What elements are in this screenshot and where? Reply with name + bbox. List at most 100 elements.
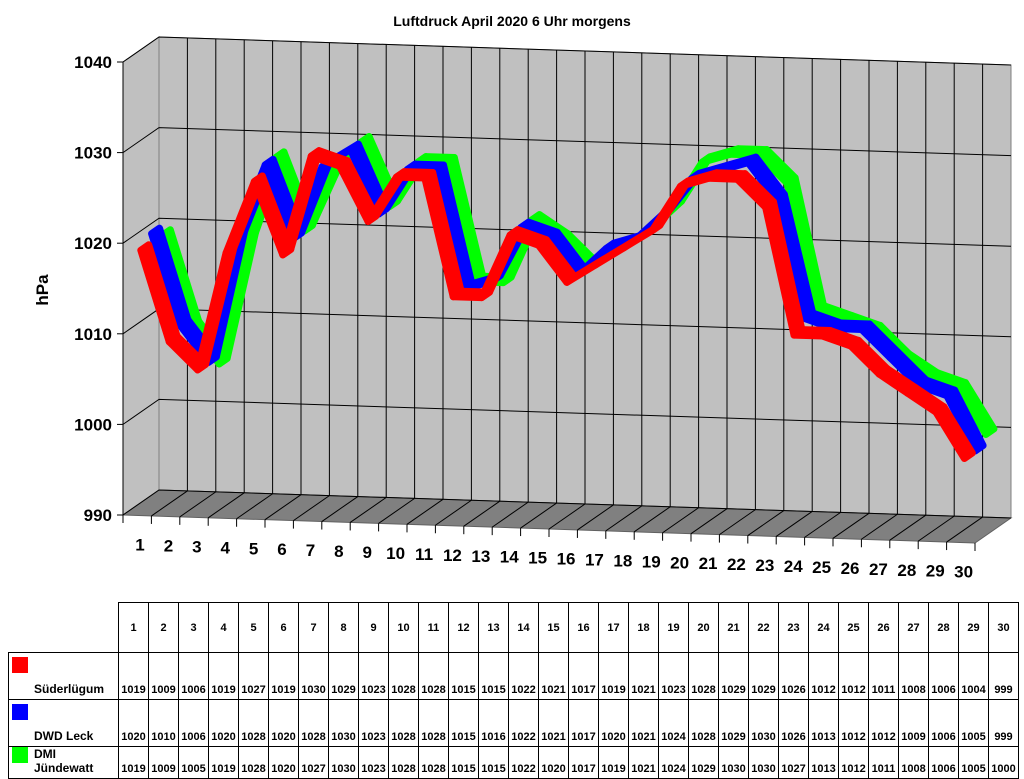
- table-header-cell: 24: [808, 602, 839, 653]
- table-cell: 1023: [358, 746, 389, 779]
- floor-gridline: [577, 504, 614, 531]
- legend-swatch: [12, 704, 28, 720]
- series-name: DWD Leck: [34, 729, 94, 743]
- table-cell: 999: [988, 652, 1019, 700]
- table-cell: 1013: [808, 746, 839, 779]
- table-cell: 1027: [298, 746, 329, 779]
- y-tick-label: 990: [84, 506, 112, 525]
- floor-gridline: [946, 516, 983, 543]
- chart: Luftdruck April 2020 6 Uhr morgens hPa 9…: [33, 13, 1013, 582]
- table-cell: 1006: [928, 652, 959, 700]
- table-header-cell: 3: [178, 602, 209, 653]
- table-cell: 1017: [568, 699, 599, 747]
- table-cell: 1020: [538, 746, 569, 779]
- table-cell: 1024: [658, 699, 689, 747]
- x-tick-label: 29: [926, 562, 945, 581]
- table-header-cell: 25: [838, 602, 869, 653]
- table-cell: 1012: [838, 652, 869, 700]
- table-cell: 1009: [148, 746, 179, 779]
- table-cell: 1030: [748, 746, 779, 779]
- table-cell: 1009: [148, 652, 179, 700]
- table-cell: 1010: [148, 699, 179, 747]
- table-cell: 1016: [478, 699, 509, 747]
- x-tick-label: 18: [613, 551, 632, 570]
- x-tick-label: 21: [699, 554, 718, 573]
- floor-gridline: [349, 497, 387, 523]
- x-tick-label: 14: [500, 548, 519, 567]
- table-cell: 1027: [778, 746, 809, 779]
- table-header-cell: 15: [538, 602, 569, 653]
- table-cell: 1019: [208, 746, 239, 779]
- table-cell: 1029: [328, 652, 359, 700]
- floor-gridline: [804, 511, 841, 538]
- table-row: DWD Leck 1020 1010 1006 1020 1028 1020 1028 1030…: [8, 699, 1019, 747]
- floor-gridline: [548, 503, 586, 530]
- table-header-cell: 8: [328, 602, 359, 653]
- y-tick-label: 1030: [74, 144, 112, 163]
- table-header-cell: 17: [598, 602, 629, 653]
- table-cell: 1006: [928, 746, 959, 779]
- table-header-cell: 14: [508, 602, 539, 653]
- x-tick-label: 22: [727, 555, 746, 574]
- table-cell: 1000: [988, 746, 1019, 779]
- series-segment: [932, 403, 976, 462]
- table-cell: 1009: [898, 699, 929, 747]
- table-cell: 1030: [298, 652, 329, 700]
- x-tick-label: 1: [135, 536, 144, 555]
- y-tick-label: 1000: [74, 415, 112, 434]
- x-tick-label: 7: [306, 541, 315, 560]
- series-segment: [954, 379, 998, 438]
- table-cell: 1013: [808, 699, 839, 747]
- table-cell: 1020: [268, 699, 299, 747]
- floor-gridline: [293, 495, 330, 522]
- data-table: 1 2 3 4 5 6 7 8 9 10 11 12 13 14 15 16 17 18 19 20 21 22 23 24 2…: [8, 602, 1019, 779]
- table-cell: 1020: [118, 699, 149, 747]
- x-tick-label: 26: [841, 559, 860, 578]
- floor-gridline: [520, 502, 557, 529]
- y-axis-label: hPa: [33, 274, 52, 306]
- table-header-cell: 30: [988, 602, 1019, 653]
- legend-swatch: [12, 747, 28, 763]
- table-cell: 1022: [508, 652, 539, 700]
- floor-gridline: [889, 514, 927, 541]
- table-cell: 1021: [628, 746, 659, 779]
- table-cell: 1028: [418, 746, 449, 779]
- floor-gridline: [633, 506, 671, 533]
- x-tick-label: 3: [192, 537, 201, 556]
- table-cell: 1011: [868, 652, 899, 700]
- floor-gridline: [151, 490, 188, 517]
- x-tick-label: 25: [812, 558, 831, 577]
- table-cell: 1021: [628, 652, 659, 700]
- table-cell: 1017: [568, 652, 599, 700]
- table-cell: 1026: [778, 699, 809, 747]
- x-tick-label: 17: [585, 550, 604, 569]
- table-cell: 1020: [598, 699, 629, 747]
- floor-gridline: [719, 509, 756, 536]
- table-cell: 1029: [718, 652, 749, 700]
- x-tick-label: 11: [415, 545, 433, 564]
- floor-gridline: [491, 501, 529, 528]
- table-cell: 1030: [328, 699, 359, 747]
- x-tick-label: 6: [277, 540, 286, 559]
- table-cell: 1021: [538, 699, 569, 747]
- floor-gridline: [747, 510, 785, 536]
- table-cell: 1015: [448, 746, 479, 779]
- x-tick-label: 23: [755, 556, 774, 575]
- table-header-cell: 27: [898, 602, 929, 653]
- table-cell: 1015: [448, 699, 479, 747]
- table-cell: 1028: [388, 699, 419, 747]
- floor-gridline: [775, 511, 813, 537]
- table-cell: 1029: [718, 699, 749, 747]
- table-cell: 1028: [688, 652, 719, 700]
- table-cell: 1005: [958, 699, 989, 747]
- table-cell: 1020: [208, 699, 239, 747]
- table-header-cell: 1: [118, 602, 149, 653]
- table-header-cell: 13: [478, 602, 509, 653]
- floor-gridline: [662, 507, 699, 534]
- table-cell: 1022: [508, 746, 539, 779]
- table-cell: 1011: [868, 746, 899, 779]
- floor-gridline: [321, 496, 359, 522]
- table-header-cell: 4: [208, 602, 239, 653]
- x-tick-label: 10: [386, 544, 405, 563]
- table-cell: 1023: [358, 699, 389, 747]
